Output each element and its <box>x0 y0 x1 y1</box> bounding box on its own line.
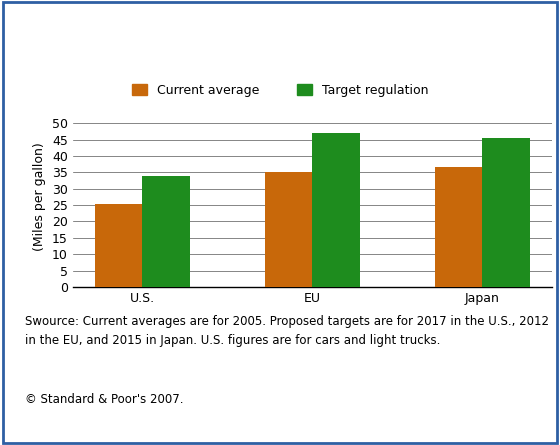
Legend: Current average, Target regulation: Current average, Target regulation <box>127 79 433 102</box>
Bar <box>435 167 482 287</box>
Bar <box>482 138 530 287</box>
Y-axis label: (Miles per gallon): (Miles per gallon) <box>34 142 46 251</box>
Text: In Major Auto Markets (Miles Per Gallon): In Major Auto Markets (Miles Per Gallon) <box>11 47 348 62</box>
Bar <box>142 176 190 287</box>
Text: Swource: Current averages are for 2005. Proposed targets are for 2017 in the U.S: Swource: Current averages are for 2005. … <box>25 315 549 347</box>
Text: © Standard & Poor's 2007.: © Standard & Poor's 2007. <box>25 393 184 406</box>
Text: Average Gasoline Efficiency And Regulatory Target Increases For Passenger Cars: Average Gasoline Efficiency And Regulato… <box>11 15 560 30</box>
Bar <box>95 204 142 287</box>
Bar <box>264 172 312 287</box>
Bar <box>312 133 360 287</box>
